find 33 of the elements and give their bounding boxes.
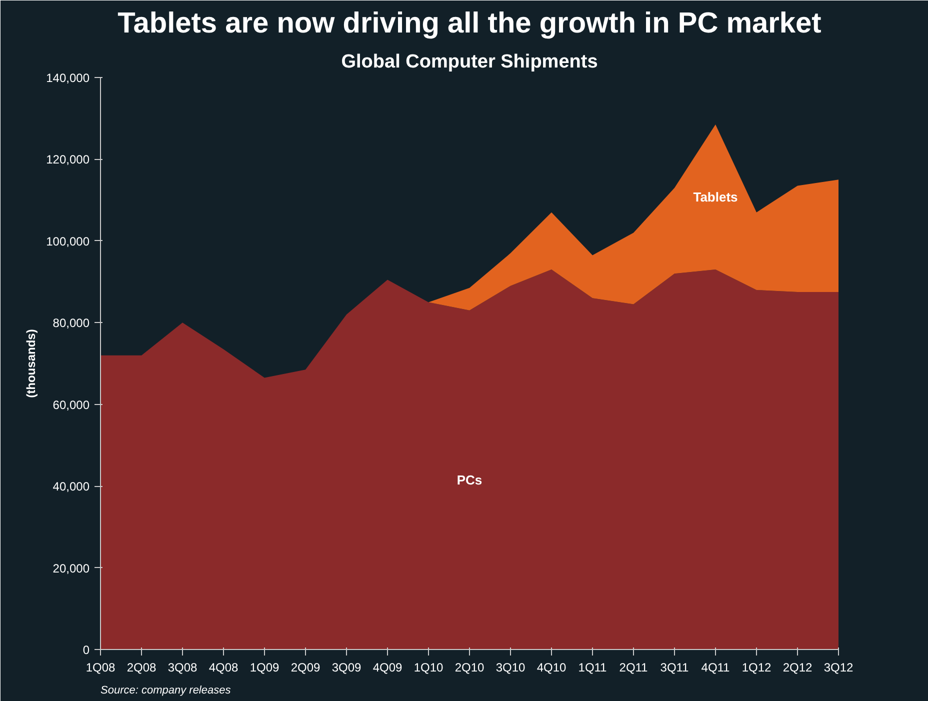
x-tick-label: 3Q08 bbox=[168, 660, 198, 674]
chart-subtitle: Global Computer Shipments bbox=[341, 52, 598, 72]
series-label: Tablets bbox=[693, 190, 738, 205]
x-tick-label: 3Q11 bbox=[660, 660, 690, 674]
y-tick-label: 40,000 bbox=[52, 480, 90, 494]
x-tick-label: 1Q11 bbox=[578, 660, 608, 674]
y-tick-label: 60,000 bbox=[52, 398, 90, 412]
chart-title: Tablets are now driving all the growth in PC market bbox=[118, 8, 822, 40]
x-tick-label: 1Q09 bbox=[250, 660, 280, 674]
y-axis-title: (thousands) bbox=[24, 329, 38, 398]
x-tick-label: 1Q12 bbox=[742, 660, 772, 674]
x-tick-label: 3Q09 bbox=[332, 660, 362, 674]
y-tick-label: 20,000 bbox=[52, 561, 90, 576]
x-tick-label: 2Q09 bbox=[290, 660, 321, 674]
x-tick-label: 3Q12 bbox=[824, 660, 854, 674]
y-tick-label: 0 bbox=[82, 643, 90, 657]
x-tick-label: 1Q08 bbox=[86, 660, 116, 674]
x-tick-label: 3Q10 bbox=[496, 660, 526, 674]
x-tick-label: 2Q12 bbox=[782, 660, 813, 674]
x-tick-label: 4Q10 bbox=[536, 660, 567, 674]
x-tick-label: 2Q10 bbox=[454, 660, 485, 674]
source-note: Source: company releases bbox=[100, 684, 232, 696]
y-tick-label: 140,000 bbox=[46, 71, 90, 85]
x-tick-label: 4Q09 bbox=[372, 660, 403, 674]
x-tick-label: 1Q10 bbox=[414, 660, 444, 674]
y-tick-label: 80,000 bbox=[52, 316, 90, 330]
x-tick-label: 2Q11 bbox=[619, 660, 648, 674]
series-label: PCs bbox=[456, 472, 482, 488]
x-tick-label: 4Q08 bbox=[208, 660, 239, 674]
y-tick-label: 120,000 bbox=[46, 152, 90, 167]
x-tick-label: 2Q08 bbox=[126, 660, 157, 674]
x-tick-label: 4Q11 bbox=[701, 660, 730, 674]
y-tick-label: 100,000 bbox=[46, 234, 90, 248]
